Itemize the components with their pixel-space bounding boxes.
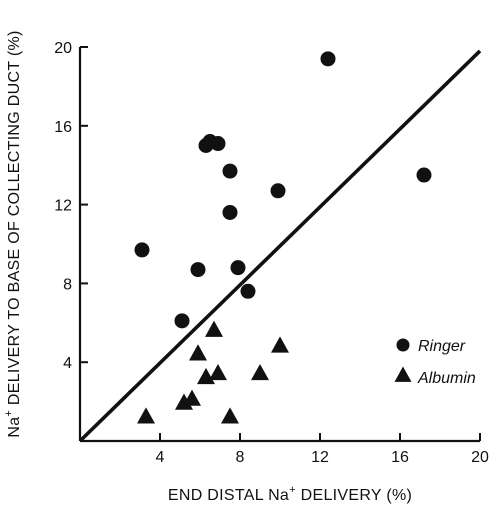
ringer-point: [174, 313, 190, 329]
ringer-point: [416, 167, 432, 183]
data-marks: [78, 49, 482, 443]
y-tick-label: 8: [63, 276, 72, 293]
x-axis-title: END DISTAL Na+ DELIVERY (%): [168, 484, 412, 504]
x-tick-label: 20: [471, 449, 489, 466]
x-tick-label: 12: [311, 449, 329, 466]
ringer-point: [134, 242, 150, 258]
legend-albumin-label: Albumin: [417, 370, 476, 387]
y-axis-title: Na+ DELIVERY TO BASE OF COLLECTING DUCT …: [3, 30, 23, 437]
legend-ringer-label: Ringer: [418, 338, 466, 355]
ringer-point: [190, 262, 206, 278]
albumin-point: [189, 344, 207, 361]
x-tick-label: 16: [391, 449, 409, 466]
ringer-point: [222, 204, 238, 220]
ringer-point: [270, 183, 286, 199]
legend: Ringer Albumin: [394, 338, 476, 387]
y-tick-label: 20: [54, 40, 72, 57]
y-tick-label: 16: [54, 119, 72, 136]
x-tick-label: 8: [236, 449, 245, 466]
albumin-point: [205, 320, 223, 337]
albumin-point: [251, 363, 269, 381]
y-tick-label: 4: [63, 355, 72, 372]
albumin-point: [137, 407, 155, 424]
legend-albumin-marker: [394, 366, 412, 382]
axis-ticks: 4 8 12 16 20 4 8 12 16 20: [54, 40, 489, 466]
ringer-point: [240, 283, 256, 299]
albumin-point: [271, 336, 289, 353]
regression-line: [78, 49, 482, 443]
ringer-point: [320, 51, 336, 67]
ringer-point: [210, 136, 226, 152]
x-tick-label: 4: [156, 449, 165, 466]
albumin-point: [183, 389, 201, 406]
y-tick-label: 12: [54, 198, 72, 215]
plot-area: [78, 47, 480, 443]
legend-ringer-marker: [396, 338, 410, 352]
albumin-point: [221, 407, 239, 424]
ringer-point: [222, 163, 238, 179]
ringer-point: [230, 260, 246, 276]
albumin-point: [209, 363, 227, 381]
